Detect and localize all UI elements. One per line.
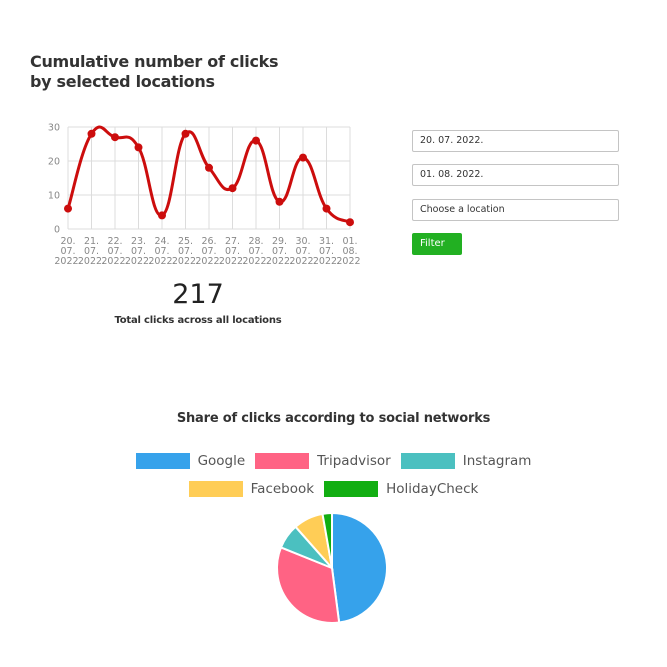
data-point [322,204,331,213]
pie-slice[interactable] [276,546,341,624]
data-point [64,204,72,213]
total-clicks-label: Total clicks across all locations [114,315,282,326]
pie-slice[interactable] [331,511,388,624]
data-point [111,133,119,142]
x-tick-label: 27. 07. 2022. [219,236,246,267]
x-tick-label: 30. 07. 2022. [289,236,316,267]
legend-item[interactable]: HolidayCheck [324,480,478,498]
data-point [228,184,237,193]
legend-swatch [188,481,243,497]
chart-title: Cumulative number of clicks by selected … [30,52,330,92]
x-tick-label: 20. 07. 2022. [54,236,81,267]
data-point [181,129,190,138]
legend-swatch [400,453,455,469]
x-tick-label: 31. 07. 2022. [313,236,340,267]
data-point [134,143,143,152]
y-tick-label: 20 [48,157,60,168]
total-clicks-value: 217 [172,279,224,310]
chart-title-line-2: by selected locations [30,72,215,91]
legend-label: Facebook [250,481,315,497]
pie-legend-row: Facebook HolidayCheck [0,480,667,498]
y-tick-label: 30 [48,123,60,134]
x-tick-label: 25. 07. 2022. [172,236,199,267]
clicks-line-chart: 0 10 20 30 20. 07. 2022.21. 07. 2022.22. 07. 2022.… [48,123,360,268]
y-tick-label: 0 [54,225,60,236]
filter-button[interactable]: Filter [412,233,462,255]
x-tick-label: 29. 07. 2022. [266,236,293,267]
date-from-input[interactable]: 20. 07. 2022. [412,130,619,152]
data-point [205,163,213,172]
social-share-title: Share of clicks according to social netw… [176,411,491,426]
legend-item[interactable]: Facebook [188,480,315,498]
legend-swatch [324,481,379,497]
x-tick-label: 01.08.2022. [336,236,360,267]
x-tick-label: 21. 07. 2022. [78,236,105,267]
social-share-pie-chart [276,511,388,624]
x-tick-label: 24. 07. 2022. [148,236,175,267]
data-point [252,136,260,145]
x-tick-label: 26. 07. 2022. [195,236,222,267]
date-to-input[interactable]: 01. 08. 2022. [412,164,619,186]
data-point [87,129,96,138]
pie-slice[interactable] [321,511,333,569]
legend-label: Google [197,453,246,469]
location-select[interactable]: Choose a location [412,199,619,221]
x-tick-label: 28. 07. 2022. [242,236,269,267]
data-point [275,197,284,206]
x-tick-label: 22. 07. 2022. [101,236,128,267]
legend-label: Tripadvisor [317,453,391,469]
legend-swatch [135,453,190,469]
legend-item[interactable]: Google [135,452,246,470]
pie-legend-row: Google Tripadvisor Instagram [0,452,667,470]
data-point [299,153,307,162]
y-tick-label: 10 [48,191,60,202]
legend-swatch [255,453,310,469]
data-point [346,218,354,227]
legend-item[interactable]: Instagram [400,452,532,470]
legend-label: HolidayCheck [386,481,479,497]
data-point [158,211,166,220]
total-clicks-summary: 217 Total clicks across all locations [90,278,306,328]
chart-title-line-1: Cumulative number of clicks [30,52,279,71]
legend-item[interactable]: Tripadvisor [255,452,391,470]
legend-label: Instagram [462,453,532,469]
x-tick-label: 23. 07. 2022. [125,236,152,267]
